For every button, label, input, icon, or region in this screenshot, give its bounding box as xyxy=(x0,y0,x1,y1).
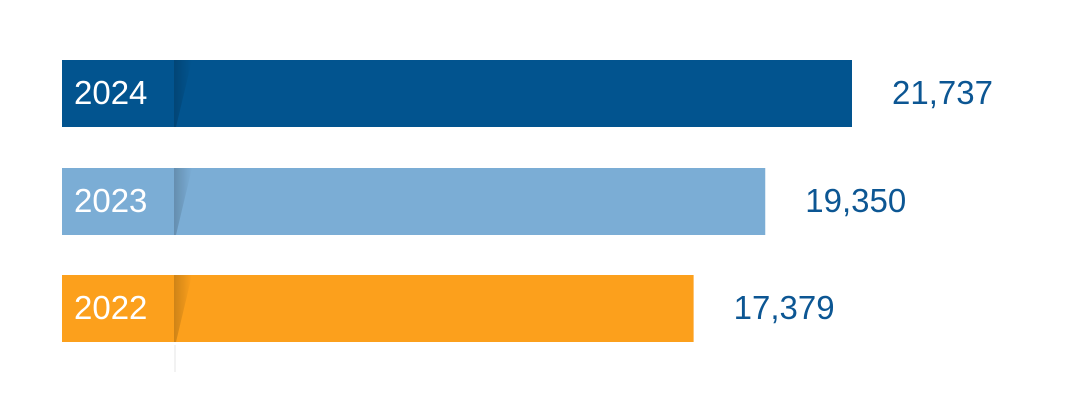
value-label: 19,350 xyxy=(805,182,906,219)
value-label: 17,379 xyxy=(734,289,835,326)
category-label: 2024 xyxy=(74,74,147,111)
bar xyxy=(62,60,852,127)
bar xyxy=(62,275,694,342)
bar-shade xyxy=(174,168,192,235)
category-label: 2023 xyxy=(74,182,147,219)
category-label: 2022 xyxy=(74,289,147,326)
value-label: 21,737 xyxy=(892,74,993,111)
bar xyxy=(62,168,766,235)
bar-shade xyxy=(174,275,192,342)
bar-shade xyxy=(174,60,192,127)
